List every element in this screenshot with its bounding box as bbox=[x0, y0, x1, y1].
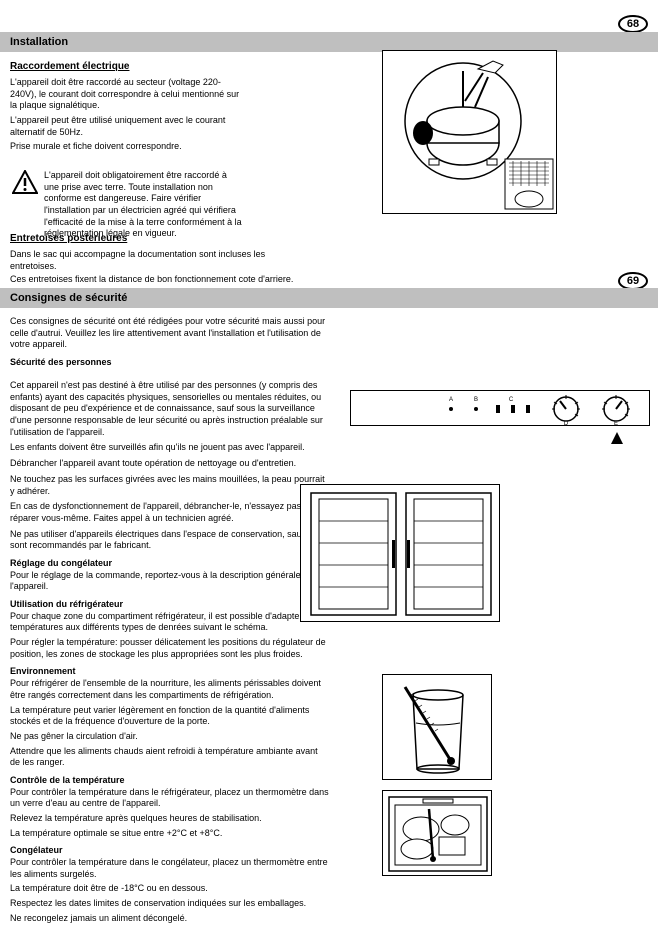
section-title-electrical: Raccordement électrique bbox=[10, 60, 240, 73]
temp-item-1: Pour contrôler la température dans le ré… bbox=[10, 787, 330, 810]
figure-control-panel: A B C D E bbox=[350, 390, 650, 426]
figure-compressor bbox=[382, 50, 557, 214]
subsection-freezer: Congélateur bbox=[10, 845, 330, 857]
temp-item-3: La température optimale se situe entre +… bbox=[10, 828, 330, 840]
spacer-p2: Ces entretoises fixent la distance de bo… bbox=[10, 274, 310, 286]
item-3: Débrancher l'appareil avant toute opérat… bbox=[10, 458, 330, 470]
svg-text:B: B bbox=[474, 397, 478, 403]
svg-text:C: C bbox=[509, 397, 514, 403]
safety-list: Cet appareil n'est pas destiné à être ut… bbox=[10, 380, 330, 925]
section-title-spacers: Entretoises posterieures bbox=[10, 232, 310, 245]
subsection-temp: Contrôle de la température bbox=[10, 775, 330, 787]
frz-item-1: Pour contrôler la température dans le co… bbox=[10, 857, 330, 880]
warning-text: L'appareil doit obligatoirement être rac… bbox=[44, 170, 244, 240]
item-2: Les enfants doivent être surveillés afin… bbox=[10, 442, 330, 454]
env-item-2: La température peut varier légèrement en… bbox=[10, 705, 330, 728]
intro-para: Ces consignes de sécurité ont été rédigé… bbox=[10, 316, 330, 351]
subsection-freezer-set: Réglage du congélateur bbox=[10, 558, 330, 570]
para-1: L'appareil doit être raccordé au secteur… bbox=[10, 77, 240, 112]
item-6: Ne pas utiliser d'appareils électriques … bbox=[10, 529, 330, 552]
env-item-4: Attendre que les aliments chauds aient r… bbox=[10, 746, 330, 769]
item-4: Ne touchez pas les surfaces givrées avec… bbox=[10, 474, 330, 497]
para-3: Prise murale et fiche doivent correspond… bbox=[10, 141, 240, 153]
frz-item-4: Ne recongelez jamais un aliment décongel… bbox=[10, 913, 330, 925]
svg-text:D: D bbox=[564, 421, 569, 427]
figure-fridge-doors bbox=[300, 484, 500, 622]
svg-text:E: E bbox=[614, 421, 618, 427]
freezer-set-p: Pour le réglage de la commande, reportez… bbox=[10, 570, 330, 593]
subsection-persons: Sécurité des personnes bbox=[10, 357, 330, 369]
figure-thermometer-glass bbox=[382, 674, 492, 780]
item-1: Cet appareil n'est pas destiné à être ut… bbox=[10, 380, 330, 438]
temp-item-2: Relevez la température après quelques he… bbox=[10, 813, 330, 825]
frz-item-3: Respectez les dates limites de conservat… bbox=[10, 898, 330, 910]
subsection-fridge-use: Utilisation du réfrigérateur bbox=[10, 599, 330, 611]
page-number-top: 68 bbox=[618, 15, 648, 33]
fridge-item-2: Pour régler la température: pousser déli… bbox=[10, 637, 330, 660]
section-header-1: Installation bbox=[0, 32, 658, 52]
env-item-1: Pour réfrigérer de l'ensemble de la nour… bbox=[10, 678, 330, 701]
item-5: En cas de dysfonctionnement de l'apparei… bbox=[10, 501, 330, 524]
section-header-2: Consignes de sécurité bbox=[0, 288, 658, 308]
para-2: L'appareil peut être utilisé uniquement … bbox=[10, 115, 240, 138]
section-electrical: Raccordement électrique L'appareil doit … bbox=[10, 60, 240, 153]
frz-item-2: La température doit être de -18°C ou en … bbox=[10, 883, 330, 895]
safety-intro: Ces consignes de sécurité ont été rédigé… bbox=[10, 316, 330, 369]
env-item-3: Ne pas gêner la circulation d'air. bbox=[10, 731, 330, 743]
figure-freezer-drawer bbox=[382, 790, 492, 876]
arrow-icon bbox=[611, 432, 623, 444]
warning-icon bbox=[12, 170, 38, 194]
subsection-env: Environnement bbox=[10, 666, 330, 678]
section-spacers: Entretoises posterieures Dans le sac qui… bbox=[10, 232, 310, 286]
svg-text:A: A bbox=[449, 397, 453, 403]
spacer-p1: Dans le sac qui accompagne la documentat… bbox=[10, 249, 310, 272]
fridge-item-1: Pour chaque zone du compartiment réfrigé… bbox=[10, 611, 330, 634]
